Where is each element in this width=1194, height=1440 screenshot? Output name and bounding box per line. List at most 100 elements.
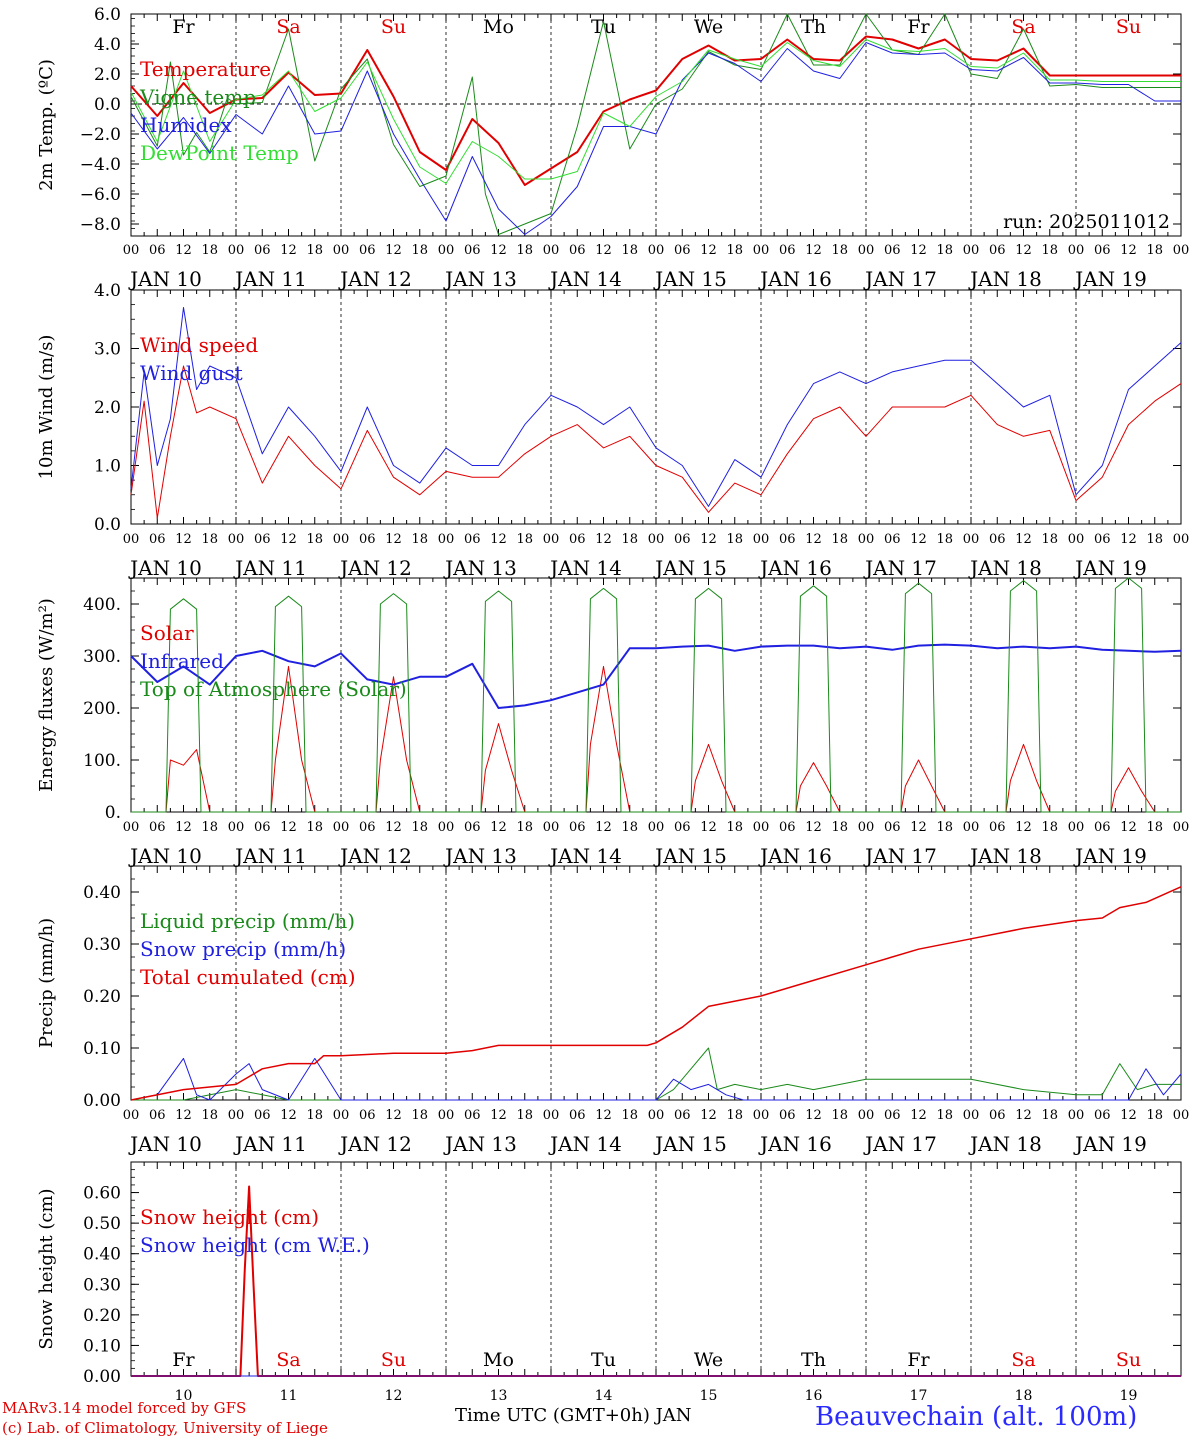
day-label: JAN 16 [758,1132,832,1156]
hour-tick-label: 12 [280,532,297,547]
day-label: JAN 13 [443,556,517,580]
weekday-label: We [694,16,723,38]
hour-tick-label: 18 [726,243,743,258]
day-number-label: 19 [1120,1388,1138,1404]
day-label: JAN 15 [653,844,727,868]
day-label: JAN 10 [128,844,202,868]
hour-tick-label: 00 [1173,820,1190,835]
y-tick-label: 2.0 [94,65,121,85]
hour-tick-label: 00 [648,820,665,835]
hour-tick-label: 00 [438,243,455,258]
hour-tick-label: 18 [201,532,218,547]
legend-entry: Snow height (cm W.E.) [140,1233,370,1257]
hour-tick-label: 12 [175,1108,192,1123]
weekday-label: Th [801,1349,826,1371]
day-label: JAN 17 [863,844,937,868]
day-number-label: 16 [805,1388,823,1404]
series-line-wind-speed [130,365,1182,519]
hour-tick-label: 18 [726,1108,743,1123]
hour-tick-label: 12 [280,243,297,258]
hour-tick-label: 06 [569,1108,586,1123]
hour-tick-label: 06 [149,243,166,258]
hour-tick-label: 12 [385,820,402,835]
day-number-label: 14 [595,1388,613,1404]
y-tick-label: 100. [83,751,121,771]
hour-tick-label: 12 [805,532,822,547]
hour-tick-label: 06 [359,820,376,835]
day-label: JAN 12 [338,556,412,580]
day-label: JAN 10 [128,1132,202,1156]
hour-tick-label: 18 [1146,820,1163,835]
y-tick-label: 300. [83,647,121,667]
weekday-label: We [694,1349,723,1371]
series-line-vigne-temp [130,13,1181,235]
weekday-label: Th [801,16,826,38]
hour-tick-label: 18 [726,820,743,835]
day-label: JAN 18 [968,844,1042,868]
hour-tick-label: 18 [201,820,218,835]
legend-entry: Wind gust [140,361,243,385]
y-tick-label: 0.40 [83,1245,121,1265]
day-number-label: 15 [700,1388,718,1404]
hour-tick-label: 06 [674,1108,691,1123]
day-label: JAN 12 [338,844,412,868]
hour-tick-label: 06 [1094,1108,1111,1123]
hour-tick-label: 12 [385,1108,402,1123]
day-label: JAN 13 [443,1132,517,1156]
y-tick-label: 0.10 [83,1039,121,1059]
y-tick-label: 0.30 [83,935,121,955]
y-axis-title: Energy fluxes (W/m²) [36,598,57,792]
hour-tick-label: 12 [1015,820,1032,835]
day-label: JAN 19 [1073,1132,1147,1156]
hour-tick-label: 06 [359,532,376,547]
hour-tick-label: 06 [779,820,796,835]
hour-tick-label: 18 [1146,532,1163,547]
y-tick-label: 2.0 [94,398,121,418]
hour-tick-label: 00 [648,1108,665,1123]
hour-tick-label: 18 [411,243,428,258]
hour-tick-label: 06 [464,1108,481,1123]
hour-tick-label: 18 [306,532,323,547]
hour-tick-label: 06 [1094,820,1111,835]
weekday-label: Sa [1011,16,1035,38]
hour-tick-label: 12 [910,532,927,547]
series-line-dewpoint-temp [130,39,1181,184]
hour-tick-label: 12 [805,1108,822,1123]
weekday-label: Fr [907,16,930,38]
hour-tick-label: 12 [595,243,612,258]
day-label: JAN 12 [338,1132,412,1156]
hour-tick-label: 18 [936,1108,953,1123]
y-tick-label: 3.0 [94,340,121,360]
y-tick-label: 4.0 [94,35,121,55]
y-axis-title: 2m Temp. (ºC) [36,59,57,191]
hour-tick-label: 06 [464,820,481,835]
x-axis-title: Time UTC (GMT+0h) JAN [455,1405,692,1426]
weekday-label: Fr [172,16,195,38]
weekday-label: Su [1116,16,1141,38]
hour-tick-label: 12 [280,820,297,835]
day-label: JAN 18 [968,1132,1042,1156]
day-label: JAN 10 [128,267,202,291]
hour-tick-label: 00 [753,1108,770,1123]
hour-tick-label: 18 [411,820,428,835]
series-line-temperature [130,35,1181,186]
day-label: JAN 14 [548,556,622,580]
y-tick-label: −4.0 [80,155,121,175]
legend-entry: Wind speed [140,333,258,357]
hour-tick-label: 18 [1146,243,1163,258]
weekday-label: Mo [483,16,514,38]
hour-tick-label: 00 [228,820,245,835]
hour-tick-label: 00 [648,243,665,258]
hour-tick-label: 00 [123,243,140,258]
hour-tick-label: 06 [464,532,481,547]
hour-tick-label: 06 [989,1108,1006,1123]
series-line-wind-gust [130,307,1182,507]
day-label: JAN 13 [443,844,517,868]
hour-tick-label: 18 [726,532,743,547]
series-line-liquid-precip-mm-h- [131,1047,1181,1101]
y-tick-label: 0.20 [83,1306,121,1326]
hour-tick-label: 06 [674,243,691,258]
hour-tick-label: 18 [1041,532,1058,547]
hour-tick-label: 06 [569,243,586,258]
